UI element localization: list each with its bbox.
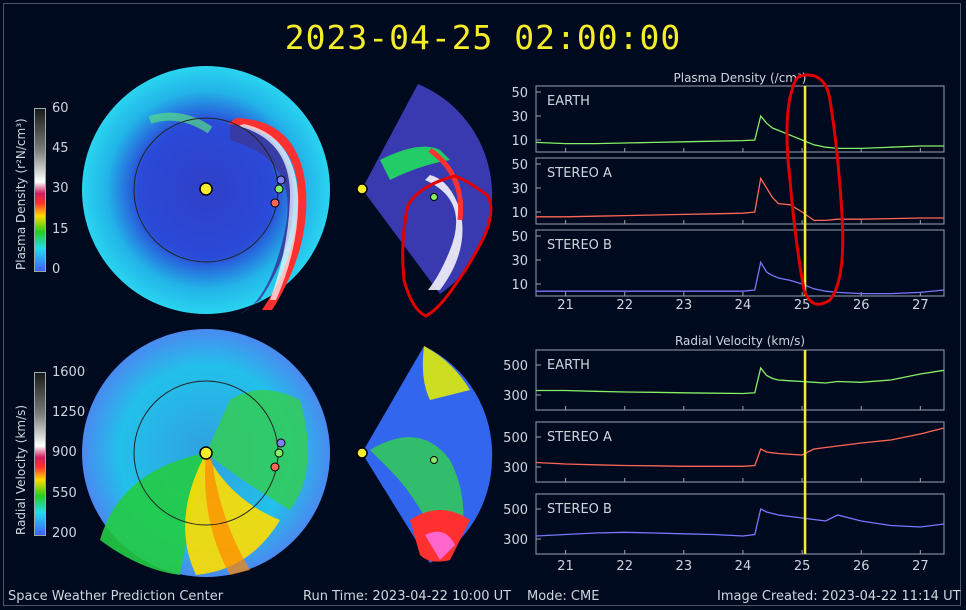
x-tick-label: 23 <box>676 559 693 574</box>
footer-mode: Mode: CME <box>527 589 600 604</box>
y-tick-label: 300 <box>503 389 528 404</box>
y-tick-label: 10 <box>511 278 528 293</box>
x-tick-label: 22 <box>616 559 633 574</box>
y-tick-label: 30 <box>511 254 528 269</box>
chart-title: Plasma Density (/cm³) <box>674 71 807 85</box>
y-tick-label: 500 <box>503 431 528 446</box>
panel-label: STEREO A <box>547 166 612 181</box>
timestamp-title: 2023-04-25 02:00:00 <box>284 18 682 57</box>
x-tick-label: 21 <box>557 298 574 313</box>
footer-image-created: Image Created: 2023-04-22 11:14 UT <box>717 589 961 604</box>
y-tick-label: 500 <box>503 503 528 518</box>
velocity-tick: 900 <box>52 445 77 460</box>
panel-label: EARTH <box>547 358 590 373</box>
stereo-b-marker-icon <box>276 175 286 185</box>
panel-label: STEREO A <box>547 430 612 445</box>
panel-label: EARTH <box>547 94 590 109</box>
earth-marker-icon <box>274 184 284 194</box>
density-colorbar <box>34 108 46 272</box>
x-tick-label: 21 <box>557 559 574 574</box>
density-tick: 60 <box>52 101 69 116</box>
velocity-tick: 200 <box>52 526 77 541</box>
velocity-equatorial-map <box>82 329 330 577</box>
x-tick-label: 27 <box>912 298 929 313</box>
y-tick-label: 10 <box>511 134 528 149</box>
velocity-colorbar <box>34 372 46 536</box>
x-tick-label: 27 <box>912 559 929 574</box>
x-tick-label: 26 <box>853 298 870 313</box>
image-frame <box>3 3 961 606</box>
y-tick-label: 50 <box>511 86 528 101</box>
velocity-tick: 1600 <box>52 365 86 380</box>
stereo-a-marker-icon <box>270 198 280 208</box>
x-tick-label: 26 <box>853 559 870 574</box>
sun-marker-icon <box>356 183 368 195</box>
velocity-tick: 1250 <box>52 405 86 420</box>
series-line-earth <box>535 114 944 150</box>
y-tick-label: 300 <box>503 461 528 476</box>
series-line-stereo-b <box>535 508 945 537</box>
series-line-earth <box>536 366 945 395</box>
sun-marker-icon <box>199 182 213 196</box>
y-tick-label: 30 <box>511 110 528 125</box>
density-tick: 45 <box>52 141 69 156</box>
x-tick-label: 22 <box>616 298 633 313</box>
panel-label: STEREO B <box>547 502 612 517</box>
panel-frame <box>535 157 945 225</box>
series-line-stereo-a <box>536 176 944 222</box>
footer-org: Space Weather Prediction Center <box>8 589 224 604</box>
velocity-meridional-map <box>356 346 493 563</box>
earth-marker-icon <box>274 448 284 458</box>
stereo-b-marker-icon <box>276 438 286 448</box>
sun-marker-icon <box>356 447 368 459</box>
x-tick-label: 23 <box>676 298 693 313</box>
stereo-a-marker-icon <box>270 462 280 472</box>
y-tick-label: 10 <box>511 206 528 221</box>
chart-title: Radial Velocity (km/s) <box>675 334 805 348</box>
x-tick-label: 25 <box>794 559 811 574</box>
panel-frame <box>535 421 945 483</box>
y-tick-label: 500 <box>503 359 528 374</box>
footer-run-time: Run Time: 2023-04-22 10:00 UT <box>303 589 512 604</box>
earth-marker-icon <box>430 456 438 464</box>
density-tick: 0 <box>52 262 61 277</box>
y-tick-label: 300 <box>503 533 528 548</box>
panel-frame <box>535 349 945 411</box>
x-tick-label: 24 <box>735 559 752 574</box>
series-line-stereo-b <box>536 260 945 295</box>
velocity-tick: 550 <box>52 486 77 501</box>
series-line-stereo-a <box>535 427 945 467</box>
y-tick-label: 30 <box>511 182 528 197</box>
density-equatorial-map <box>82 66 330 314</box>
x-tick-label: 24 <box>735 298 752 313</box>
density-tick: 15 <box>52 222 69 237</box>
panel-label: STEREO B <box>547 238 612 253</box>
panel-frame <box>535 229 945 297</box>
density-tick: 30 <box>52 181 69 196</box>
y-tick-label: 50 <box>511 158 528 173</box>
sun-marker-icon <box>199 446 213 460</box>
x-tick-label: 25 <box>794 298 811 313</box>
panel-frame <box>535 85 945 153</box>
y-tick-label: 50 <box>511 230 528 245</box>
